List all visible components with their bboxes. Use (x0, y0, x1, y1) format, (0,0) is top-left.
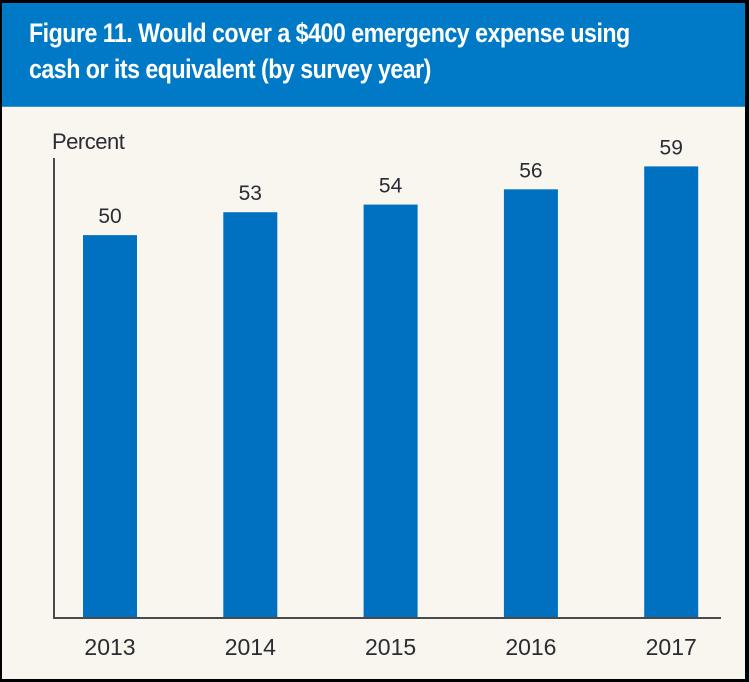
chart-title-line-2: cash or its equivalent (by survey year) (29, 54, 431, 84)
x-tick-label-2016: 2016 (505, 634, 556, 660)
x-tick-label-2014: 2014 (225, 634, 276, 660)
data-label-2016: 56 (519, 159, 542, 182)
bar-2014 (223, 212, 278, 618)
y-axis-label: Percent (52, 129, 125, 154)
data-label-2015: 54 (379, 175, 403, 198)
data-label-2013: 50 (98, 205, 121, 228)
x-tick-label-2013: 2013 (84, 634, 135, 660)
chart-header: Figure 11. Would cover a $400 emergency … (2, 3, 745, 107)
x-tick-label-2015: 2015 (365, 634, 416, 660)
bar-2016 (503, 189, 558, 617)
data-label-2014: 53 (239, 182, 262, 205)
chart-title-line-1: Figure 11. Would cover a $400 emergency … (29, 18, 630, 48)
chart-title: Figure 11. Would cover a $400 emergency … (29, 15, 726, 87)
data-label-2017: 59 (660, 136, 683, 159)
bar-2013 (83, 235, 137, 617)
bar-2017 (644, 166, 699, 617)
bar-2015 (363, 204, 418, 618)
x-tick-label-2017: 2017 (646, 634, 697, 660)
